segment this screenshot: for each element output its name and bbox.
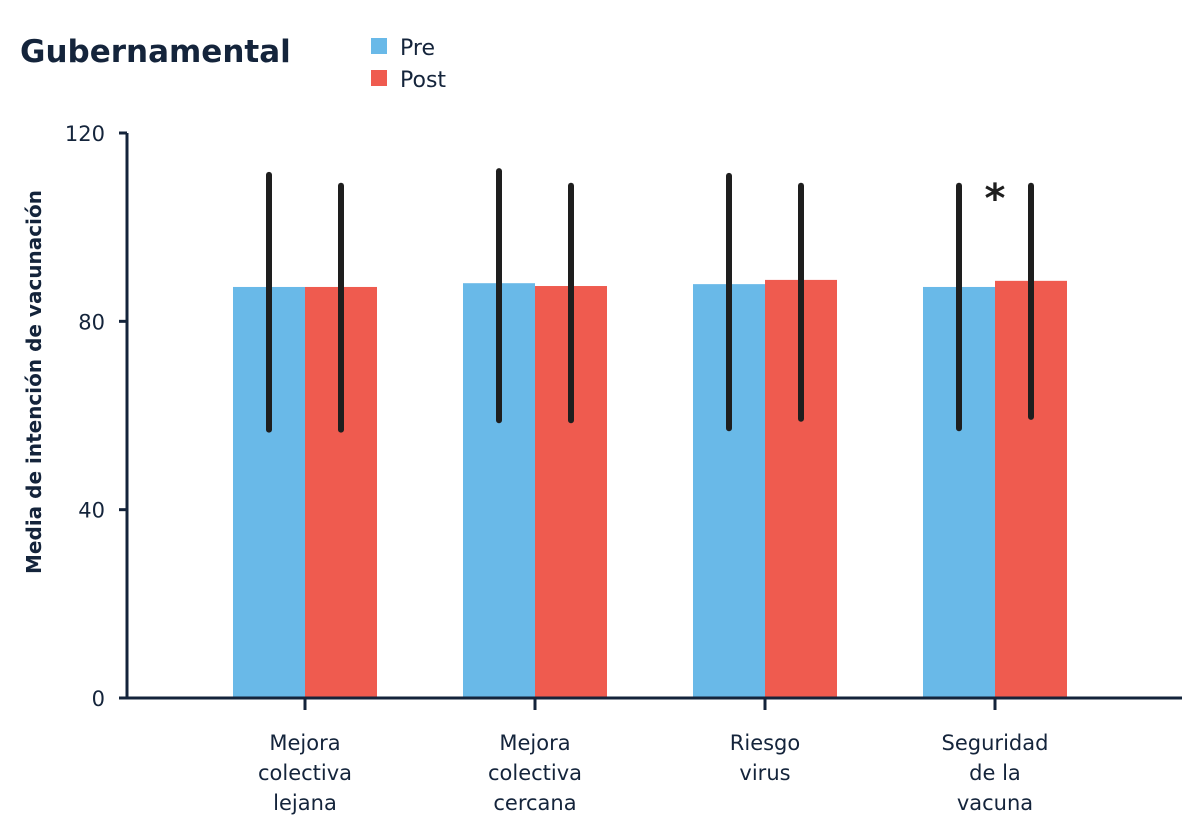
significance-marker: * xyxy=(985,176,1006,222)
x-tick-label-line: colectiva xyxy=(258,761,352,785)
y-ticks-group: 0 40 80 120 xyxy=(65,122,127,711)
axes-group xyxy=(125,133,1182,700)
annotations-group: * xyxy=(985,176,1006,222)
y-tick-label: 40 xyxy=(78,499,105,523)
x-tick-label: Seguridad de la vacuna xyxy=(942,731,1049,815)
x-tick-label: Mejora colectiva lejana xyxy=(258,731,352,815)
x-tick-label-line: vacuna xyxy=(957,791,1033,815)
y-tick-label: 80 xyxy=(78,310,105,334)
x-tick-label-line: cercana xyxy=(493,791,576,815)
errorbars-group xyxy=(266,168,1034,433)
legend-swatch-post xyxy=(371,70,387,86)
chart-title: Gubernamental xyxy=(20,34,291,70)
x-tick-label: Mejora colectiva cercana xyxy=(488,731,582,815)
legend: Pre Post xyxy=(371,36,446,93)
x-tick-label-line: Riesgo xyxy=(730,731,800,755)
x-tick-label: Riesgo virus xyxy=(730,731,800,785)
x-tick-label-line: Mejora xyxy=(499,731,570,755)
legend-label-pre: Pre xyxy=(400,36,435,61)
legend-label-post: Post xyxy=(400,68,446,93)
y-tick-label: 0 xyxy=(92,687,105,711)
bars-group xyxy=(233,279,1067,698)
y-tick-label: 120 xyxy=(65,122,105,146)
x-tick-label-line: Mejora xyxy=(269,731,340,755)
legend-swatch-pre xyxy=(371,38,387,54)
x-ticks-group: Mejora colectiva lejana Mejora colectiva cerc… xyxy=(258,698,1048,815)
x-tick-label-line: lejana xyxy=(273,791,337,815)
x-tick-label-line: colectiva xyxy=(488,761,582,785)
x-tick-label-line: Seguridad xyxy=(942,731,1049,755)
x-tick-label-line: de la xyxy=(969,761,1021,785)
x-tick-label-line: virus xyxy=(739,761,790,785)
y-axis-label: Media de intención de vacunación xyxy=(22,190,46,574)
